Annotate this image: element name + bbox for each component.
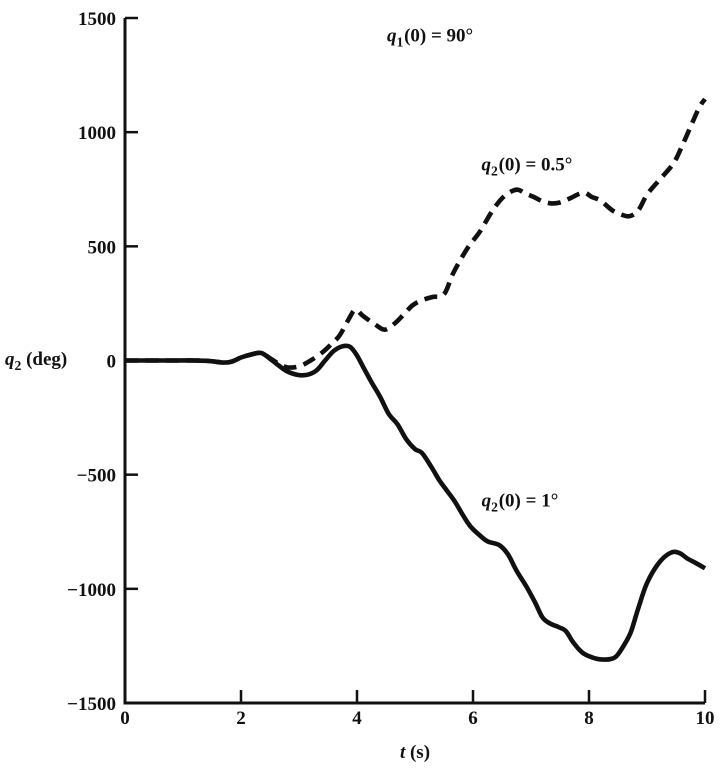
x-tick-label: 10 xyxy=(696,708,715,729)
initial-condition-q1-subscript: 1 xyxy=(396,34,404,50)
y-tick-label: 500 xyxy=(88,237,117,258)
dashed-curve-label: q2 (0) = 0.5° xyxy=(481,154,572,179)
y-axis-unit: (deg) xyxy=(21,349,68,370)
dashed-curve-label-variable: q xyxy=(481,154,491,176)
x-tick-label: 4 xyxy=(352,708,362,729)
y-tick-label: 1000 xyxy=(78,123,116,144)
y-tick-label: 1500 xyxy=(78,9,116,30)
solid-curve-label-text: (0) = 1° xyxy=(493,491,559,513)
y-tick-label: −1500 xyxy=(67,694,116,715)
x-tick-label: 6 xyxy=(468,708,478,729)
initial-condition-q1-text: (0) = 90° xyxy=(399,25,474,47)
initial-condition-q1: q1 (0) = 90° xyxy=(387,25,473,50)
y-tick-label: −1000 xyxy=(67,580,116,601)
x-tick-label: 2 xyxy=(236,708,246,729)
solid-curve-label-subscript: 2 xyxy=(491,499,498,515)
y-axis-subscript: 2 xyxy=(14,357,22,373)
solid-curve-label-variable: q xyxy=(481,491,492,513)
x-axis-variable: t xyxy=(399,742,406,763)
initial-condition-q1-variable: q xyxy=(386,25,397,47)
y-tick-label: 0 xyxy=(107,352,117,373)
x-axis-unit: (s) xyxy=(405,742,431,763)
x-tick-label: 8 xyxy=(584,708,594,729)
y-axis-title: q2 (deg) xyxy=(5,349,67,374)
dashed-curve-label-subscript: 2 xyxy=(490,163,498,179)
y-axis-variable: q xyxy=(5,349,15,370)
solid-curve-label: q2 (0) = 1° xyxy=(482,491,559,516)
y-tick-label: −500 xyxy=(77,466,116,487)
curve-dashed-q2-0p5deg xyxy=(125,97,707,370)
x-tick-label: 0 xyxy=(120,708,130,729)
x-axis-title: t (s) xyxy=(400,742,430,764)
dashed-curve-label-text: (0) = 0.5° xyxy=(493,154,573,176)
curve-solid-q2-1deg xyxy=(125,343,707,662)
